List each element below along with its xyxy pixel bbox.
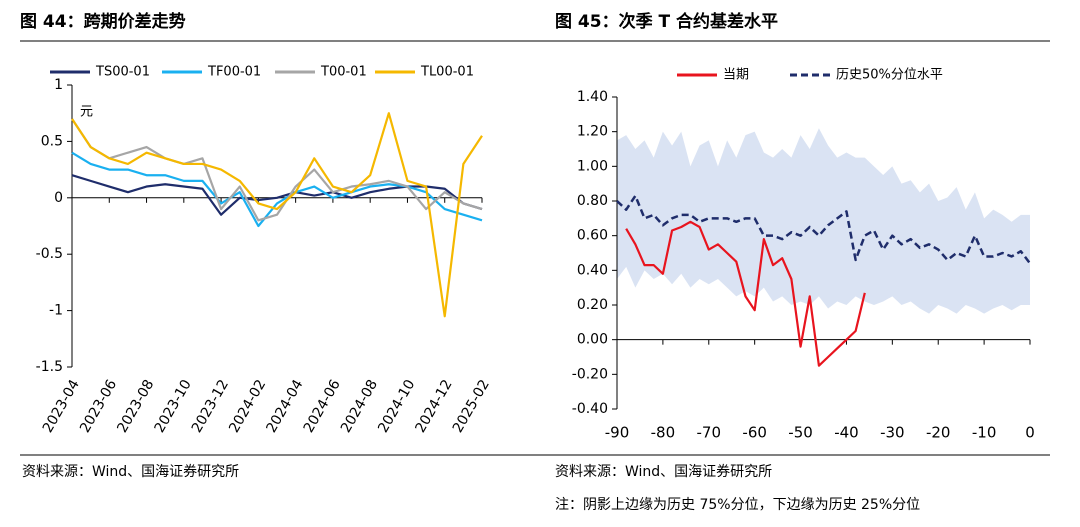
series-line <box>71 151 483 228</box>
y-tick-label: -0.40 <box>572 401 608 417</box>
y-tick-label: -0.5 <box>36 246 63 262</box>
legend-label: T00-01 <box>320 65 367 80</box>
y-tick-label: 0 <box>54 190 63 206</box>
y-tick-label: 1 <box>54 77 63 93</box>
x-tick-label: -20 <box>926 424 951 442</box>
legend-label: 当期 <box>723 68 749 83</box>
series-line <box>625 220 866 367</box>
band-area <box>617 128 1030 314</box>
y-tick-label: 0.60 <box>577 228 608 244</box>
legend-label: TF00-01 <box>207 65 261 80</box>
x-tick-label: -60 <box>742 424 767 442</box>
x-tick-label: 2025-02 <box>450 377 493 436</box>
legend-label: TL00-01 <box>420 65 474 80</box>
series-line <box>71 112 483 318</box>
y-tick-label: -1.5 <box>36 359 63 375</box>
x-tick-label: -90 <box>605 424 630 442</box>
chart-title: 图 45：次季 T 合约基差水平 <box>555 11 778 32</box>
x-tick-label: -70 <box>697 424 722 442</box>
chart-title: 图 44：跨期价差走势 <box>20 11 186 32</box>
legend-label: TS00-01 <box>95 65 150 80</box>
y-tick-label: 0.20 <box>577 297 608 313</box>
x-tick-label: -10 <box>972 424 997 442</box>
series-line <box>616 194 1031 265</box>
y-tick-label: 1.00 <box>577 158 608 174</box>
y-tick-label: -0.20 <box>572 366 608 382</box>
y-tick-label: 0.80 <box>577 193 608 209</box>
x-tick-label: -30 <box>880 424 905 442</box>
series-line <box>71 174 483 216</box>
x-tick-label: -80 <box>651 424 676 442</box>
y-tick-label: -1 <box>49 303 63 319</box>
series-line <box>71 118 483 222</box>
source: 资料来源：Wind、国海证券研究所 <box>22 464 239 480</box>
x-tick-label: 0 <box>1025 424 1035 442</box>
y-tick-label: 0.5 <box>41 133 63 149</box>
y-tick-label: 0.00 <box>577 332 608 348</box>
y-tick-label: 1.40 <box>577 89 608 105</box>
legend-label: 历史50%分位水平 <box>836 68 943 83</box>
x-tick-label: -50 <box>788 424 813 442</box>
source: 资料来源：Wind、国海证券研究所 <box>555 464 772 480</box>
y-tick-label: 0.40 <box>577 262 608 278</box>
x-tick-label: -40 <box>834 424 859 442</box>
note: 注：阴影上边缘为历史 75%分位，下边缘为历史 25%分位 <box>555 497 920 513</box>
unit-label: 元 <box>80 105 93 120</box>
y-tick-label: 1.20 <box>577 124 608 140</box>
